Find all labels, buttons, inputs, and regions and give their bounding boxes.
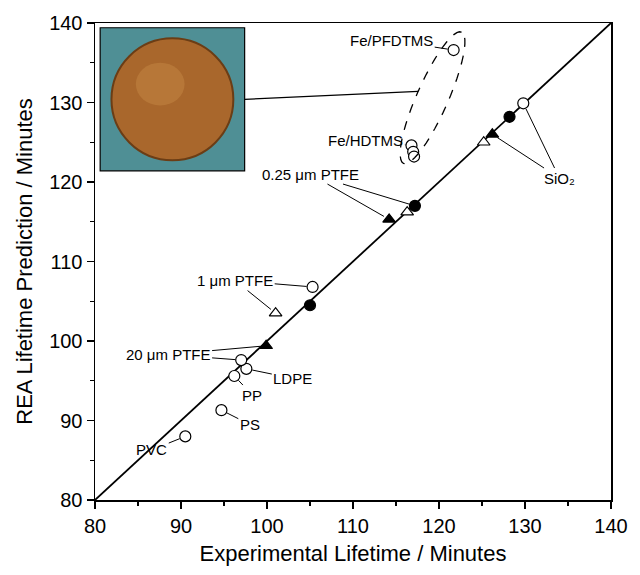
svg-text:130: 130	[49, 92, 82, 114]
svg-text:PP: PP	[242, 387, 262, 404]
svg-text:LDPE: LDPE	[273, 370, 312, 387]
svg-text:90: 90	[170, 515, 192, 537]
svg-text:120: 120	[49, 171, 82, 193]
svg-text:120: 120	[422, 515, 455, 537]
svg-text:100: 100	[49, 330, 82, 352]
svg-text:SiO₂: SiO₂	[544, 170, 575, 187]
svg-text:REA Lifetime Prediction / Minu: REA Lifetime Prediction / Minutes	[12, 98, 37, 424]
svg-text:Fe/PFDTMS: Fe/PFDTMS	[350, 32, 433, 49]
svg-text:Experimental Lifetime / Minute: Experimental Lifetime / Minutes	[200, 541, 507, 566]
svg-text:PVC: PVC	[136, 441, 167, 458]
svg-text:90: 90	[60, 410, 82, 432]
svg-text:0.25 μm PTFE: 0.25 μm PTFE	[262, 166, 359, 183]
svg-text:110: 110	[51, 251, 83, 273]
svg-text:80: 80	[84, 515, 106, 537]
svg-text:80: 80	[60, 489, 82, 511]
svg-text:110: 110	[337, 515, 369, 537]
svg-text:20 μm PTFE: 20 μm PTFE	[126, 346, 211, 363]
svg-text:0.25 μm PTFE: 0.25 μm PTFE	[262, 166, 359, 183]
svg-text:140: 140	[594, 515, 627, 537]
svg-text:20 μm PTFE: 20 μm PTFE	[126, 346, 211, 363]
svg-text:Fe/HDTMS: Fe/HDTMS	[328, 132, 403, 149]
svg-text:100: 100	[250, 515, 283, 537]
svg-text:PS: PS	[240, 416, 260, 433]
svg-text:SiO₂: SiO₂	[544, 170, 575, 187]
svg-text:1 μm PTFE: 1 μm PTFE	[197, 272, 273, 289]
svg-text:140: 140	[49, 12, 82, 34]
svg-text:130: 130	[508, 515, 541, 537]
svg-text:1 μm PTFE: 1 μm PTFE	[197, 272, 273, 289]
